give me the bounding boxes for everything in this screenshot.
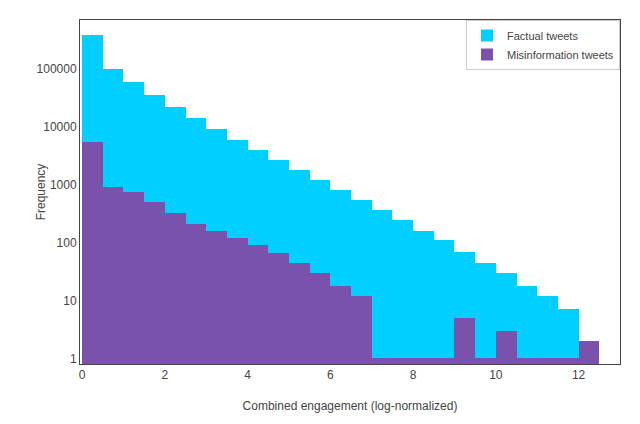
svg-text:10: 10	[63, 294, 77, 308]
svg-text:8: 8	[410, 368, 417, 382]
svg-text:100000: 100000	[37, 62, 77, 76]
svg-text:4: 4	[244, 368, 251, 382]
svg-text:0: 0	[79, 368, 86, 382]
svg-text:10: 10	[489, 368, 503, 382]
svg-text:100: 100	[57, 236, 77, 250]
svg-text:1000: 1000	[50, 178, 77, 192]
svg-text:1: 1	[70, 352, 77, 366]
svg-text:Frequency: Frequency	[34, 164, 48, 221]
svg-text:10000: 10000	[43, 120, 77, 134]
svg-text:2: 2	[161, 368, 168, 382]
svg-text:Combined engagement (log-norma: Combined engagement (log-normalized)	[243, 399, 458, 413]
svg-text:12: 12	[572, 368, 586, 382]
svg-text:Factual tweets: Factual tweets	[507, 30, 578, 42]
svg-text:Misinformation tweets: Misinformation tweets	[507, 49, 614, 61]
svg-text:6: 6	[327, 368, 334, 382]
